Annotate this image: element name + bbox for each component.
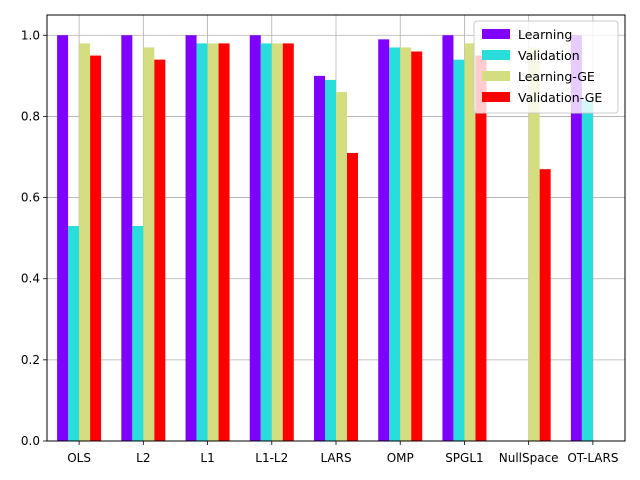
y-tick-label: 0.6 (21, 191, 40, 205)
bar-learning-omp (378, 39, 390, 441)
bar-learning-l1-l2 (249, 35, 261, 442)
bar-learning-ge-spgl1 (464, 43, 476, 442)
bar-validation-omp (389, 47, 401, 441)
legend: Learning Validation Learning-GE Validation-… (473, 20, 619, 114)
bar-validation-ge-l1-l2 (282, 43, 294, 442)
bar-validation-spgl1 (453, 59, 465, 441)
x-tick-label: OT-LARS (567, 451, 618, 465)
y-tick-label: 0.4 (21, 272, 40, 286)
legend-swatch (482, 71, 510, 81)
bar-validation-lars (325, 79, 336, 442)
x-tick-label: NullSpace (499, 451, 559, 465)
legend-label: Validation-GE (518, 90, 602, 105)
y-tick-label: 0.0 (21, 434, 40, 448)
x-tick-label: L1-L2 (255, 451, 288, 465)
bar-learning-ge-nullspace (528, 47, 540, 441)
x-tick-label: LARS (320, 451, 351, 465)
bar-validation-l1 (196, 43, 208, 442)
bar-validation-ge-omp (411, 51, 423, 442)
bar-learning-ols (57, 35, 69, 442)
bar-validation-ge-l1 (218, 43, 230, 442)
x-tick-label: SPGL1 (445, 451, 483, 465)
bar-validation-ge-lars (347, 152, 358, 441)
x-tick-label: OLS (67, 451, 91, 465)
bar-validation-ols (68, 225, 80, 441)
legend-label: Learning-GE (518, 69, 595, 84)
bar-learning-l2 (121, 35, 133, 442)
bar-learning-l1 (185, 35, 197, 442)
bar-validation-l2 (132, 225, 144, 441)
y-tick-label: 1.0 (21, 28, 40, 42)
bar-learning-ge-omp (400, 47, 412, 441)
x-tick-label: L1 (200, 451, 214, 465)
legend-swatch (482, 29, 510, 39)
bar-learning-ot-lars (570, 35, 582, 442)
x-tick-label: L2 (136, 451, 150, 465)
bar-learning-ge-l2 (143, 47, 155, 441)
legend-box (473, 20, 619, 114)
bar-learning-lars (314, 75, 325, 441)
bar-validation-ge-ols (90, 55, 102, 441)
x-tick-label: OMP (387, 451, 414, 465)
bar-validation-l1-l2 (260, 43, 272, 442)
bar-learning-spgl1 (442, 35, 454, 442)
bar-learning-ge-l1 (207, 43, 219, 442)
legend-swatch (482, 92, 510, 102)
x-axis: OLS L2 L1 L1-L2 LARS OMP SPGL1 NullSpace OT-LARS (67, 441, 618, 465)
bar-validation-ge-spgl1 (475, 55, 487, 441)
legend-label: Learning (518, 27, 572, 42)
bars (57, 35, 593, 442)
bar-validation-ge-nullspace (539, 169, 551, 441)
bar-learning-ge-ols (79, 43, 91, 442)
bar-learning-ge-lars (336, 92, 347, 441)
bar-validation-ge-l2 (154, 59, 166, 441)
y-tick-label: 0.8 (21, 109, 40, 123)
y-axis: 0.0 0.2 0.4 0.6 0.8 1.0 (21, 28, 47, 448)
bar-validation-ot-lars (581, 100, 593, 441)
legend-label: Validation (518, 48, 580, 63)
bar-learning-ge-l1-l2 (271, 43, 283, 442)
y-tick-label: 0.2 (21, 353, 40, 367)
legend-swatch (482, 50, 510, 60)
